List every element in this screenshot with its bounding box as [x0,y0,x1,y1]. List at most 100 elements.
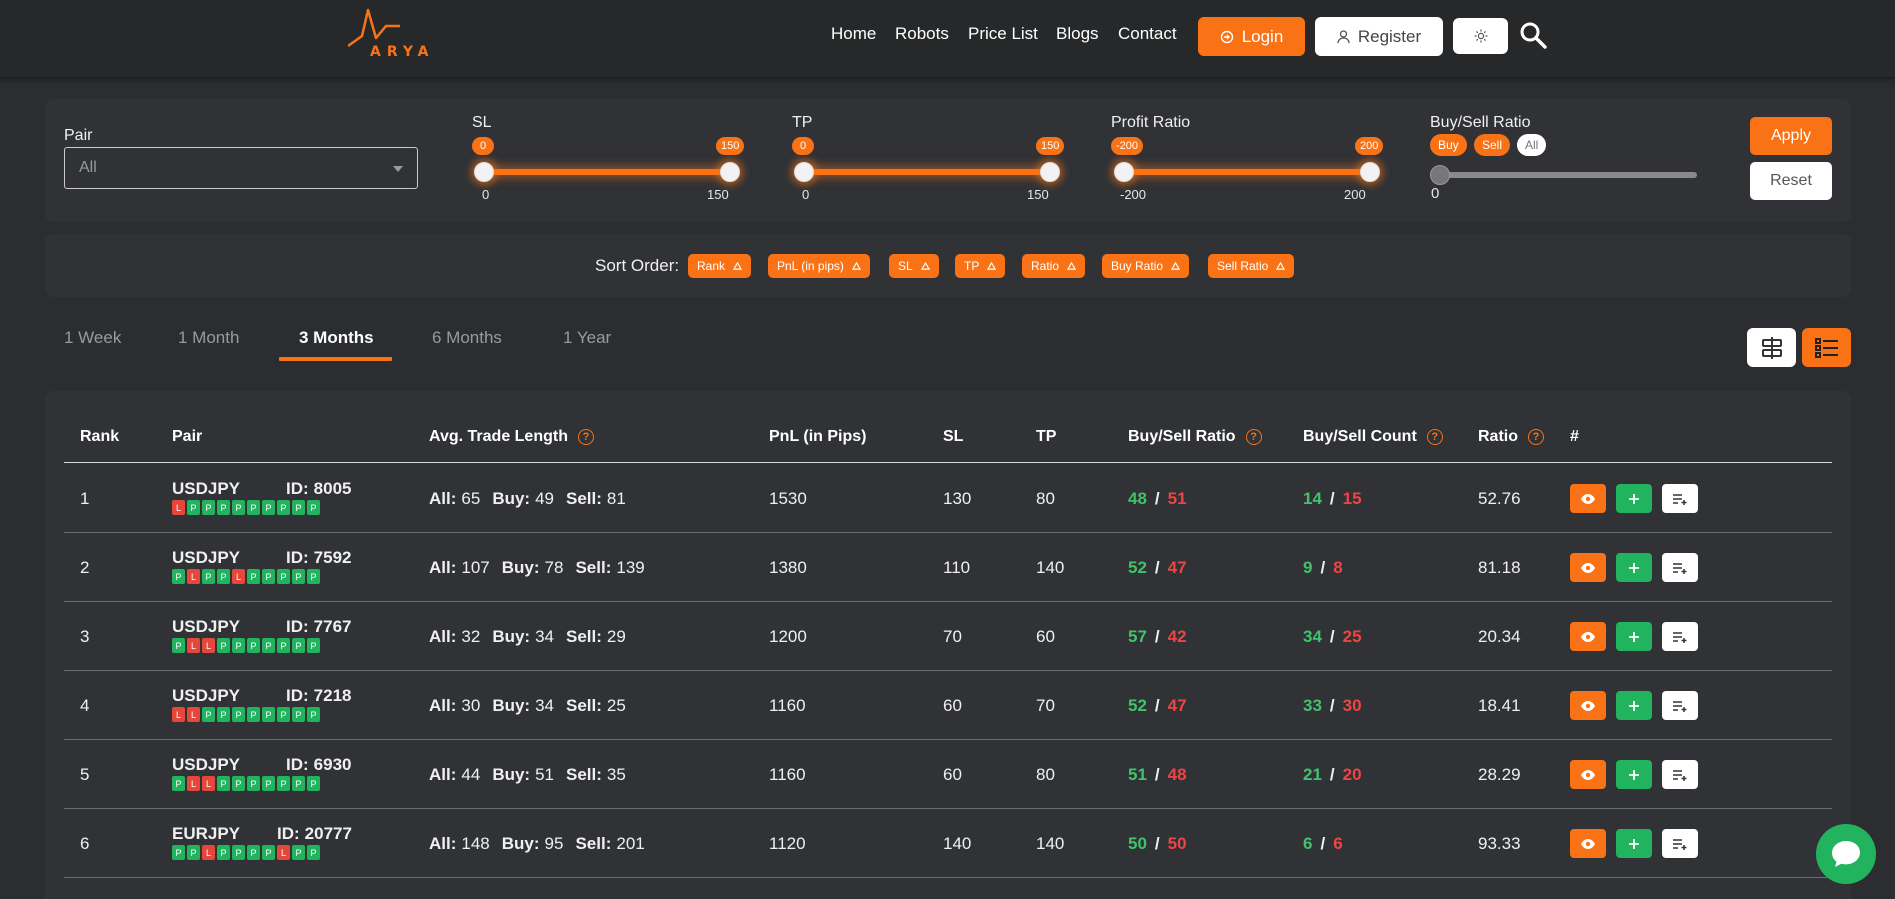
sort-ascending-icon [1276,262,1286,270]
sell-ratio-value: 42 [1167,627,1187,646]
nav-robots[interactable]: Robots [895,24,949,43]
avg-sell-value: 29 [606,627,626,646]
tab-3-months[interactable]: 3 Months [299,328,374,347]
chat-widget-button[interactable] [1816,824,1876,884]
theme-toggle-button[interactable] [1453,18,1508,54]
add-robot-button[interactable] [1616,691,1652,720]
add-to-playlist-button[interactable] [1662,484,1698,513]
help-icon[interactable]: ? [1528,429,1544,445]
profit-badge: P [292,569,305,584]
tab-6-months[interactable]: 6 Months [432,328,502,347]
profit-badge: P [202,569,215,584]
list-view-button[interactable] [1802,328,1851,367]
view-robot-button[interactable] [1570,553,1606,582]
view-robot-button[interactable] [1570,484,1606,513]
help-icon[interactable]: ? [577,429,594,445]
pair-select[interactable]: All [64,147,418,189]
add-to-playlist-button[interactable] [1662,622,1698,651]
ratio-separator: / [1154,765,1160,784]
profit-ratio-high-handle[interactable] [1360,162,1380,182]
profit-badge: P [247,500,260,515]
loss-badge: L [187,776,200,791]
nav-price-list[interactable]: Price List [968,24,1038,43]
add-robot-button[interactable] [1616,622,1652,651]
view-robot-button[interactable] [1570,691,1606,720]
buy-chip[interactable]: Buy [1430,134,1467,156]
tab-1-year[interactable]: 1 Year [563,328,612,347]
pair-name[interactable]: USDJPY [172,617,241,636]
add-to-playlist-button[interactable] [1662,760,1698,789]
tp-slider-track[interactable] [804,169,1050,175]
help-icon[interactable]: ? [1245,429,1262,445]
pair-name[interactable]: USDJPY [172,755,241,774]
tp-cell: 140 [1036,558,1065,577]
pair-name[interactable]: EURJPY [172,824,241,843]
all-chip[interactable]: All [1517,134,1547,156]
eye-icon [1581,769,1595,780]
add-robot-button[interactable] [1616,760,1652,789]
buy-sell-ratio-handle[interactable] [1430,165,1450,185]
register-button[interactable]: Register [1315,17,1443,56]
tab-1-month[interactable]: 1 Month [178,328,240,347]
search-icon[interactable] [1518,20,1548,50]
profit-badge: P [292,776,305,791]
buy-sell-count-cell: 6 / 6 [1303,834,1343,854]
view-robot-button[interactable] [1570,760,1606,789]
sl-cell: 110 [943,558,971,577]
apply-button[interactable]: Apply [1750,117,1832,155]
help-icon[interactable]: ? [1426,429,1443,445]
profit-badge: P [307,500,320,515]
add-to-playlist-button[interactable] [1662,553,1698,582]
view-robot-button[interactable] [1570,622,1606,651]
sort-chip-sl[interactable]: SL [889,254,939,278]
sell-ratio-value: 47 [1167,558,1187,577]
sort-chip-ratio[interactable]: Ratio [1022,254,1086,278]
tp-low-handle[interactable] [794,162,814,182]
nav-home[interactable]: Home [831,24,877,43]
sort-chip-sell-ratio[interactable]: Sell Ratio [1208,254,1295,278]
avg-sell-value: 81 [606,489,626,508]
sort-chip-label: TP [964,259,980,273]
tab-1-week[interactable]: 1 Week [64,328,122,347]
robot-id-label: ID: [286,755,309,774]
add-to-playlist-button[interactable] [1662,691,1698,720]
login-button[interactable]: Login [1198,17,1305,56]
tp-high-handle[interactable] [1040,162,1060,182]
sl-low-handle[interactable] [474,162,494,182]
brand-logo[interactable]: ARYA [348,8,432,60]
buy-sell-ratio-cell: 52 / 47 [1128,696,1187,716]
compact-view-button[interactable] [1747,328,1796,367]
avg-sell-value: 25 [606,696,626,715]
pair-name[interactable]: USDJPY [172,479,241,498]
row-divider [64,808,1832,809]
add-to-playlist-button[interactable] [1662,829,1698,858]
ratio-cell: 28.29 [1478,765,1521,784]
nav-blogs[interactable]: Blogs [1056,24,1099,43]
sort-chip-buy-ratio[interactable]: Buy Ratio [1102,254,1190,278]
profit-ratio-slider-track[interactable] [1124,169,1370,175]
count-separator: / [1329,489,1335,508]
sort-chip-tp[interactable]: TP [955,254,1006,278]
buy-sell-ratio-cell: 51 / 48 [1128,765,1187,785]
buy-sell-ratio-slider-track[interactable] [1438,172,1697,178]
view-robot-button[interactable] [1570,829,1606,858]
sort-chip-pnl-in-pips[interactable]: PnL (in pips) [768,254,870,278]
ratio-cell: 93.33 [1478,834,1521,853]
reset-button[interactable]: Reset [1750,162,1832,200]
pair-name[interactable]: USDJPY [172,686,241,705]
col-actions-header: # [1570,428,1579,445]
add-robot-button[interactable] [1616,829,1652,858]
pair-name[interactable]: USDJPY [172,548,241,567]
profit-ratio-low-handle[interactable] [1114,162,1134,182]
sort-ascending-icon [1067,262,1077,270]
nav-contact[interactable]: Contact [1118,24,1177,43]
profit-badge: P [247,845,260,860]
sl-high-handle[interactable] [720,162,740,182]
add-robot-button[interactable] [1616,553,1652,582]
sl-slider-track[interactable] [484,169,730,175]
profit-badge: P [262,845,275,860]
add-robot-button[interactable] [1616,484,1652,513]
sort-chip-rank[interactable]: Rank [688,254,752,278]
sell-chip[interactable]: Sell [1474,134,1511,156]
playlist-add-icon [1673,838,1687,850]
